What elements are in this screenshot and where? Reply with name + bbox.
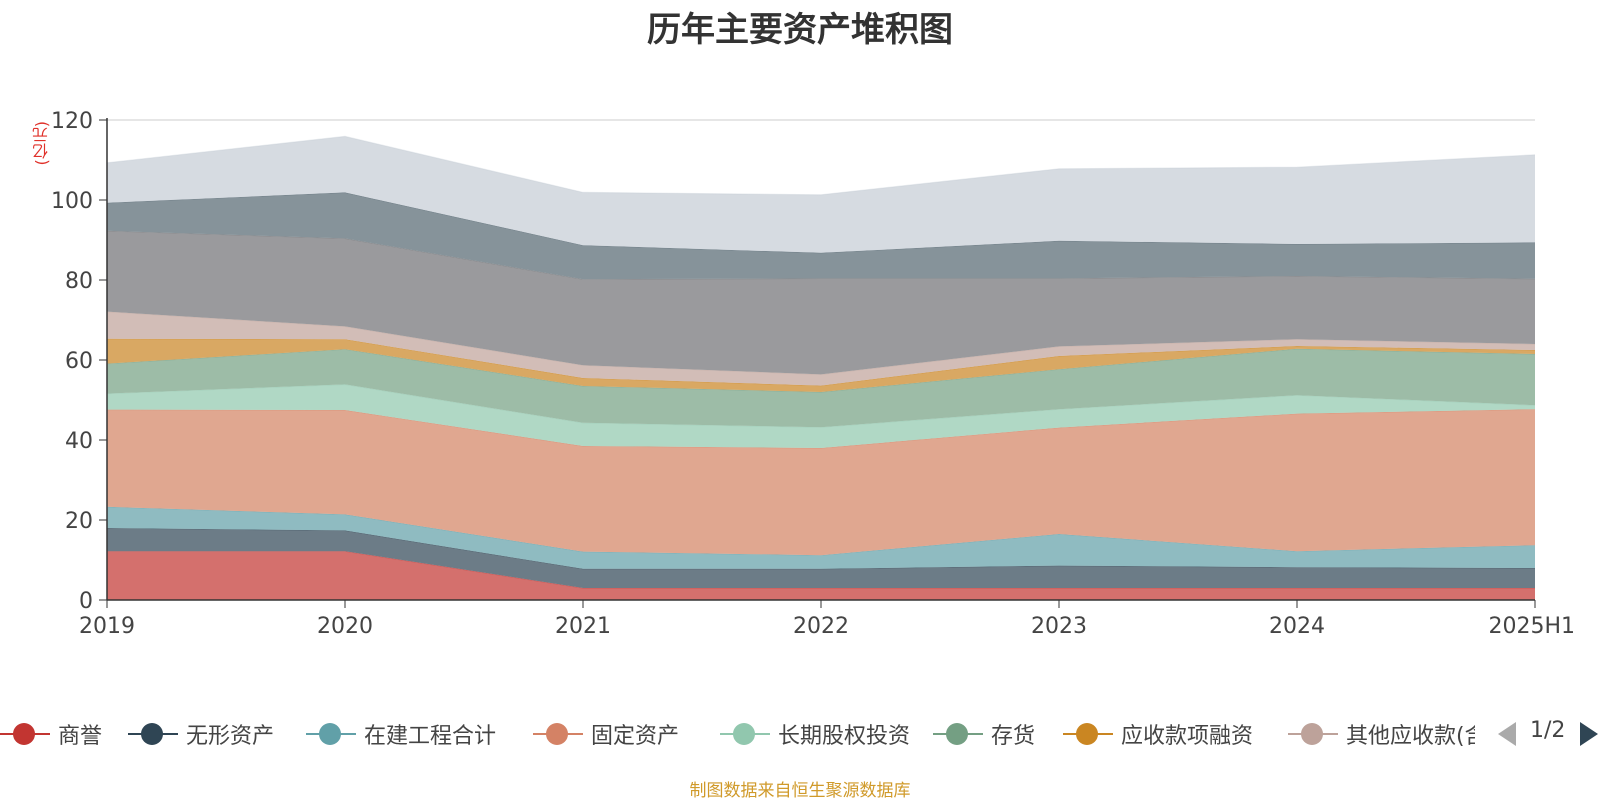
area-series-7 <box>107 338 1535 392</box>
legend-marker-icon <box>533 722 583 746</box>
axes: 0 20 40 60 80 100 120 2019 2020 2021 2022 2023 2024 2… <box>51 109 1575 639</box>
legend-item-6[interactable]: 存货 <box>933 714 1035 754</box>
legend-marker-icon <box>0 722 50 746</box>
legend-label: 存货 <box>991 724 1036 749</box>
series-line-11 <box>106 135 1536 196</box>
legend-item-7[interactable]: 应收款项融资 <box>1063 714 1253 754</box>
x-tick-label-1: 2020 <box>317 614 373 639</box>
area-series-6 <box>107 348 1535 428</box>
legend: 商誉 无形资产 在建工程合计 固定资产 长期股权投资 存货 应收款项融资 其他应收款(含利息和… <box>0 714 1600 754</box>
legend-marker-icon <box>128 722 178 746</box>
area-series-2 <box>107 528 1535 588</box>
x-tick-label-5: 2024 <box>1269 614 1325 639</box>
x-tick-label-6: 2025H1 <box>1488 614 1575 639</box>
legend-prev-page-icon[interactable] <box>1498 722 1516 746</box>
area-series-5 <box>107 384 1535 448</box>
stacked-area-chart: 0 20 40 60 80 100 120 2019 2020 2021 2022 2023 2024 2… <box>51 109 1575 639</box>
legend-label: 固定资产 <box>591 724 680 749</box>
legend-item-4[interactable]: 固定资产 <box>533 714 679 754</box>
y-tick-label-2: 40 <box>65 429 93 454</box>
y-tick-label-3: 60 <box>65 349 93 374</box>
legend-marker-icon <box>1288 722 1338 746</box>
legend-label: 长期股权投资 <box>778 724 911 749</box>
area-series-9 <box>107 230 1535 375</box>
y-tick-label-5: 100 <box>51 189 93 214</box>
area-series-11 <box>107 136 1535 253</box>
legend-marker-icon <box>306 722 356 746</box>
y-tick-label-1: 20 <box>65 509 93 534</box>
legend-item-1[interactable]: 商誉 <box>0 714 102 754</box>
area-series <box>106 135 1536 600</box>
legend-item-3[interactable]: 在建工程合计 <box>306 714 496 754</box>
chart-title: 历年主要资产堆积图 <box>647 10 953 50</box>
legend-label: 其他应收款(含利息和股利) <box>1346 724 1475 749</box>
area-series-4 <box>107 409 1535 556</box>
area-series-10 <box>107 192 1535 280</box>
legend-items: 商誉 无形资产 在建工程合计 固定资产 长期股权投资 存货 应收款项融资 其他应收款(含利息和… <box>0 714 1475 754</box>
legend-item-8[interactable]: 其他应收款(含利息和股利) <box>1288 714 1475 754</box>
y-tick-label-6: 120 <box>51 109 93 134</box>
x-tick-label-4: 2023 <box>1031 614 1087 639</box>
x-tick-label-0: 2019 <box>79 614 135 639</box>
legend-label: 无形资产 <box>186 724 275 749</box>
legend-marker-icon <box>1063 722 1113 746</box>
legend-marker-icon <box>933 722 983 746</box>
legend-label: 应收款项融资 <box>1121 724 1254 749</box>
legend-item-2[interactable]: 无形资产 <box>128 714 274 754</box>
area-series-3 <box>107 506 1535 569</box>
y-tick-label-0: 0 <box>79 589 93 614</box>
legend-label: 商誉 <box>58 724 103 749</box>
legend-marker-icon <box>720 722 770 746</box>
legend-item-5[interactable]: 长期股权投资 <box>720 714 910 754</box>
x-tick-label-3: 2022 <box>793 614 849 639</box>
legend-next-page-icon[interactable] <box>1580 722 1598 746</box>
y-tick-label-4: 80 <box>65 269 93 294</box>
x-tick-label-2: 2021 <box>555 614 611 639</box>
area-series-1 <box>107 551 1535 600</box>
legend-page-info: 1/2 <box>1530 718 1566 743</box>
legend-label: 在建工程合计 <box>364 724 497 749</box>
data-source-note: 制图数据来自恒生聚源数据库 <box>689 781 911 801</box>
